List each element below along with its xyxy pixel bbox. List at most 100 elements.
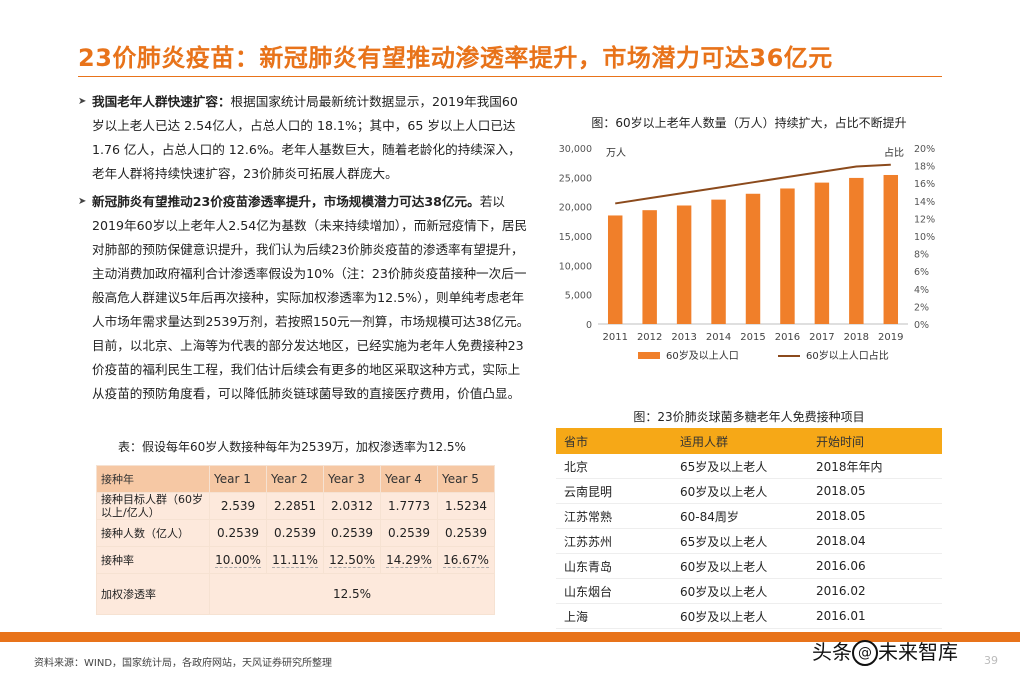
bar-2011	[607, 215, 623, 324]
bar-2019	[883, 174, 899, 324]
y-tick-label: 15,000	[559, 232, 592, 243]
table-cell: 2.0312	[323, 492, 381, 520]
table-cell: 14.29%	[380, 546, 438, 574]
table-cell: 2018.04	[808, 528, 942, 554]
y2-tick-label: 16%	[914, 179, 935, 190]
table-cell: 60岁及以上老人	[672, 553, 808, 579]
row-label: 加权渗透率	[96, 573, 210, 615]
header-cell: Year 3	[323, 465, 381, 493]
title-divider	[78, 76, 942, 77]
table-cell: 0.2539	[437, 519, 495, 547]
table-cell: 北京	[556, 454, 672, 479]
legend-bar-swatch	[638, 352, 660, 359]
table-cell: 2.2851	[266, 492, 324, 520]
table-cell: 江苏常熟	[556, 503, 672, 529]
table-cell: 60岁及以上老人	[672, 478, 808, 504]
x-tick-label: 2018	[844, 332, 869, 343]
table-row: 云南昆明 60岁及以上老人 2018.05	[556, 478, 942, 504]
bullet-elderly: ➤ 我国老年人群快速扩容：根据国家统计局最新统计数据显示，2019年我国60 岁…	[78, 90, 530, 186]
y-tick-label: 10,000	[559, 261, 592, 272]
bar-2014	[711, 199, 726, 324]
header-cell: 接种年	[96, 465, 210, 493]
penetration-table: 接种年 Year 1 Year 2 Year 3 Year 4 Year 5 接…	[96, 465, 495, 615]
table-row: 接种人数（亿人） 0.2539 0.2539 0.2539 0.2539 0.2…	[96, 519, 495, 547]
header-cell: 省市	[556, 428, 672, 454]
header-cell: Year 4	[380, 465, 438, 493]
chart-title: 图：60岁以上老年人数量（万人）持续扩大，占比不断提升	[591, 116, 907, 130]
table-row: 江苏苏州 65岁及以上老人 2018.04	[556, 528, 942, 554]
region-table-caption: 图：23价肺炎球菌多糖老年人免费接种项目	[633, 410, 865, 424]
y2-tick-label: 18%	[914, 162, 935, 173]
bar-2016	[780, 188, 795, 324]
table-cell: 1.5234	[437, 492, 495, 520]
table-row: 上海 60岁及以上老人 2016.01	[556, 603, 942, 629]
table-cell: 2016.01	[808, 603, 942, 629]
source-note: 资料来源：WIND，国家统计局，各政府网站，天风证券研究所整理	[34, 658, 333, 669]
table-cell: 0.2539	[209, 519, 267, 547]
penetration-table-caption: 表：假设每年60岁人数接种每年为2539万，加权渗透率为12.5%	[118, 440, 466, 454]
bullet-heading: 我国老年人群快速扩容：	[92, 94, 231, 109]
y-tick-label: 0	[586, 320, 592, 331]
header-cell: Year 2	[266, 465, 324, 493]
arrow-bullet-icon: ➤	[78, 196, 87, 207]
bar-2012	[642, 210, 657, 324]
weighted-rate-cell: 12.5%	[209, 573, 495, 615]
table-cell: 1.7773	[380, 492, 438, 520]
page-title: 23价肺炎疫苗：新冠肺炎有望推动渗透率提升，市场潜力可达36亿元	[78, 44, 833, 72]
table-cell: 2018.05	[808, 503, 942, 529]
table-cell: 2018年年内	[808, 454, 942, 479]
row-label: 接种率	[96, 546, 210, 574]
header-cell: Year 1	[209, 465, 267, 493]
y2-tick-label: 2%	[914, 302, 929, 313]
bar-2015	[745, 193, 761, 324]
table-cell: 山东青岛	[556, 553, 672, 579]
y-tick-label: 30,000	[559, 144, 592, 155]
table-cell: 0.2539	[323, 519, 381, 547]
y2-tick-label: 10%	[914, 232, 935, 243]
row-label: 接种目标人群（60岁以上/亿人）	[96, 492, 210, 520]
table-row: 加权渗透率 12.5%	[96, 573, 495, 615]
table-row: 接种率 10.00% 11.11% 12.50% 14.29% 16.67%	[96, 546, 495, 574]
bullet-text: 根据国家统计局最新统计数据显示，2019年我国60 岁以上老人已达 2.54亿人…	[92, 94, 521, 181]
at-circle-icon: @	[852, 640, 878, 666]
table-cell: 10.00%	[209, 546, 267, 574]
y2-axis-label: 占比	[884, 146, 904, 159]
y-tick-label: 5,000	[565, 291, 592, 302]
footer-bar	[0, 632, 1020, 642]
table-cell: 16.67%	[437, 546, 495, 574]
watermark-logo: 头条 @ 未来智库	[812, 640, 958, 666]
table-row: 北京 65岁及以上老人 2018年年内	[556, 454, 942, 479]
table-row: 山东烟台 60岁及以上老人 2016.02	[556, 578, 942, 604]
table-cell: 2018.05	[808, 478, 942, 504]
header-cell: 开始时间	[808, 428, 942, 454]
x-tick-label: 2017	[809, 332, 834, 343]
table-cell: 江苏苏州	[556, 528, 672, 554]
elderly-population-chart: 0 5,000 10,000 15,000 20,000 25,000 30,000 0% 2%…	[559, 144, 935, 362]
table-header-row: 接种年 Year 1 Year 2 Year 3 Year 4 Year 5	[96, 465, 495, 493]
legend-label: 60岁及以上人口	[666, 349, 739, 362]
y2-tick-label: 4%	[914, 285, 929, 296]
bullet-market: ➤ 新冠肺炎有望推动23价疫苗渗透率提升，市场规模潜力可达38亿元。若以2019…	[78, 190, 530, 406]
x-tick-label: 2014	[706, 332, 731, 343]
table-row: 江苏常熟 60-84周岁 2018.05	[556, 503, 942, 529]
table-header-row: 省市 适用人群 开始时间	[556, 428, 942, 454]
y2-tick-label: 14%	[914, 197, 935, 208]
row-label: 接种人数（亿人）	[96, 519, 210, 547]
x-tick-label: 2012	[637, 332, 662, 343]
bar-2018	[849, 177, 864, 324]
table-cell: 60-84周岁	[672, 503, 808, 529]
table-row: 接种目标人群（60岁以上/亿人） 2.539 2.2851 2.0312 1.7…	[96, 492, 495, 520]
table-row: 山东青岛 60岁及以上老人 2016.06	[556, 553, 942, 579]
y2-tick-label: 6%	[914, 267, 929, 278]
table-cell: 0.2539	[380, 519, 438, 547]
bullet-list: ➤ 我国老年人群快速扩容：根据国家统计局最新统计数据显示，2019年我国60 岁…	[78, 90, 530, 410]
page-number: 39	[984, 654, 998, 667]
region-table: 省市 适用人群 开始时间 北京 65岁及以上老人 2018年年内 云南昆明 60岁及以…	[556, 428, 942, 629]
x-tick-label: 2011	[602, 332, 627, 343]
x-tick-label: 2019	[878, 332, 903, 343]
x-tick-label: 2013	[671, 332, 696, 343]
bullet-text: 若以2019年60岁以上老年人2.54亿为基数（未来持续增加），而新冠疫情下，居…	[92, 194, 530, 401]
table-cell: 2016.02	[808, 578, 942, 604]
y2-tick-label: 8%	[914, 250, 929, 261]
table-cell: 云南昆明	[556, 478, 672, 504]
